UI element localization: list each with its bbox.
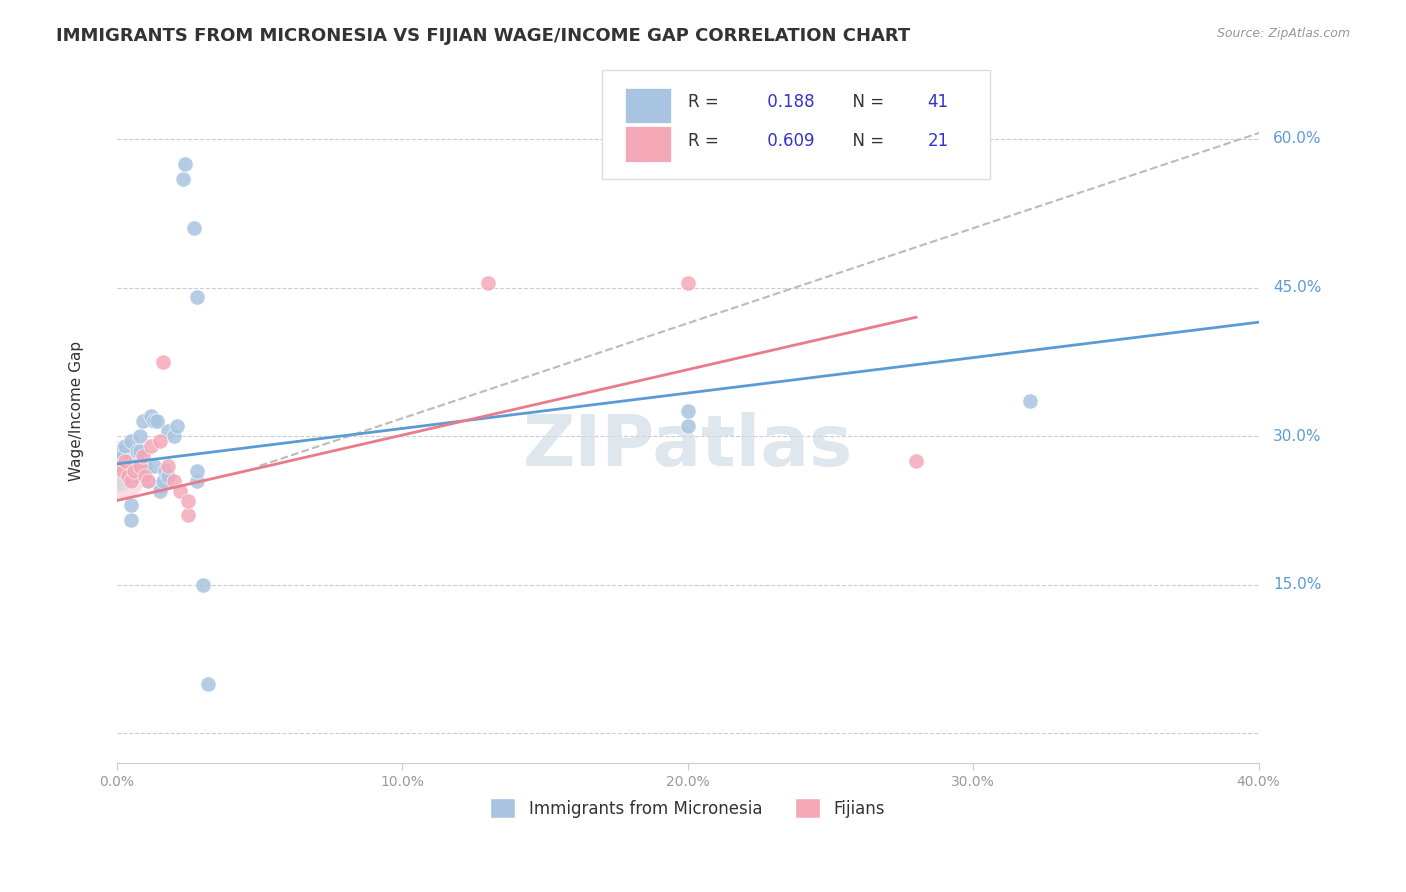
Text: 0.609: 0.609 bbox=[762, 131, 814, 150]
Text: R =: R = bbox=[688, 93, 724, 111]
Point bbox=[107, 464, 129, 478]
Point bbox=[125, 444, 148, 458]
Point bbox=[128, 458, 150, 473]
Point bbox=[120, 499, 142, 513]
Point bbox=[120, 513, 142, 527]
Point bbox=[146, 414, 169, 428]
Text: 41: 41 bbox=[928, 93, 949, 111]
Point bbox=[143, 414, 166, 428]
Point bbox=[111, 464, 134, 478]
Point bbox=[172, 171, 194, 186]
Point bbox=[177, 493, 200, 508]
Point bbox=[149, 483, 172, 498]
Point bbox=[122, 458, 145, 473]
Point bbox=[120, 434, 142, 448]
Bar bbox=[624, 127, 671, 161]
Point bbox=[131, 449, 153, 463]
Point bbox=[108, 458, 131, 473]
Point bbox=[191, 578, 214, 592]
Text: IMMIGRANTS FROM MICRONESIA VS FIJIAN WAGE/INCOME GAP CORRELATION CHART: IMMIGRANTS FROM MICRONESIA VS FIJIAN WAG… bbox=[56, 27, 911, 45]
Point bbox=[107, 464, 129, 478]
Point bbox=[128, 429, 150, 443]
Point bbox=[186, 474, 208, 488]
Text: Source: ZipAtlas.com: Source: ZipAtlas.com bbox=[1216, 27, 1350, 40]
Legend: Immigrants from Micronesia, Fijians: Immigrants from Micronesia, Fijians bbox=[484, 791, 891, 825]
Text: 60.0%: 60.0% bbox=[1272, 131, 1322, 146]
Text: 45.0%: 45.0% bbox=[1272, 280, 1322, 295]
Point bbox=[166, 419, 188, 434]
Point bbox=[155, 464, 177, 478]
Text: 15.0%: 15.0% bbox=[1272, 577, 1322, 592]
Point bbox=[117, 454, 139, 468]
Point bbox=[163, 474, 186, 488]
Point bbox=[676, 404, 699, 418]
Point bbox=[120, 474, 142, 488]
Text: N =: N = bbox=[842, 93, 889, 111]
Point bbox=[157, 468, 180, 483]
Point bbox=[157, 458, 180, 473]
Point bbox=[122, 464, 145, 478]
Point bbox=[152, 355, 174, 369]
Text: 0.188: 0.188 bbox=[762, 93, 814, 111]
Point bbox=[139, 409, 162, 424]
Point bbox=[117, 468, 139, 483]
Point bbox=[149, 434, 172, 448]
Point bbox=[905, 454, 928, 468]
Point bbox=[197, 677, 219, 691]
Point bbox=[114, 454, 136, 468]
Point bbox=[131, 414, 153, 428]
Point bbox=[169, 483, 191, 498]
Point bbox=[136, 474, 159, 488]
Point bbox=[157, 424, 180, 438]
Point bbox=[1019, 394, 1042, 409]
Point bbox=[676, 276, 699, 290]
Point bbox=[177, 508, 200, 523]
Point bbox=[134, 468, 156, 483]
Point bbox=[152, 474, 174, 488]
Point bbox=[186, 290, 208, 304]
Text: Wage/Income Gap: Wage/Income Gap bbox=[69, 342, 84, 482]
Point bbox=[122, 468, 145, 483]
Point bbox=[163, 429, 186, 443]
Point bbox=[134, 464, 156, 478]
Bar bbox=[624, 87, 671, 123]
Point bbox=[186, 464, 208, 478]
Point bbox=[676, 419, 699, 434]
Text: 30.0%: 30.0% bbox=[1272, 429, 1322, 443]
Point bbox=[125, 468, 148, 483]
Text: 21: 21 bbox=[928, 131, 949, 150]
Point bbox=[120, 458, 142, 473]
Point bbox=[108, 444, 131, 458]
Point bbox=[139, 439, 162, 453]
Text: ZIPatlas: ZIPatlas bbox=[523, 412, 853, 481]
Point bbox=[136, 474, 159, 488]
Point bbox=[174, 156, 197, 170]
FancyBboxPatch shape bbox=[602, 70, 990, 179]
Point bbox=[143, 458, 166, 473]
Text: N =: N = bbox=[842, 131, 889, 150]
Point bbox=[114, 439, 136, 453]
Point bbox=[477, 276, 499, 290]
Point bbox=[128, 444, 150, 458]
Point bbox=[134, 458, 156, 473]
Text: R =: R = bbox=[688, 131, 724, 150]
Point bbox=[149, 478, 172, 492]
Point bbox=[111, 449, 134, 463]
Point bbox=[183, 221, 205, 235]
